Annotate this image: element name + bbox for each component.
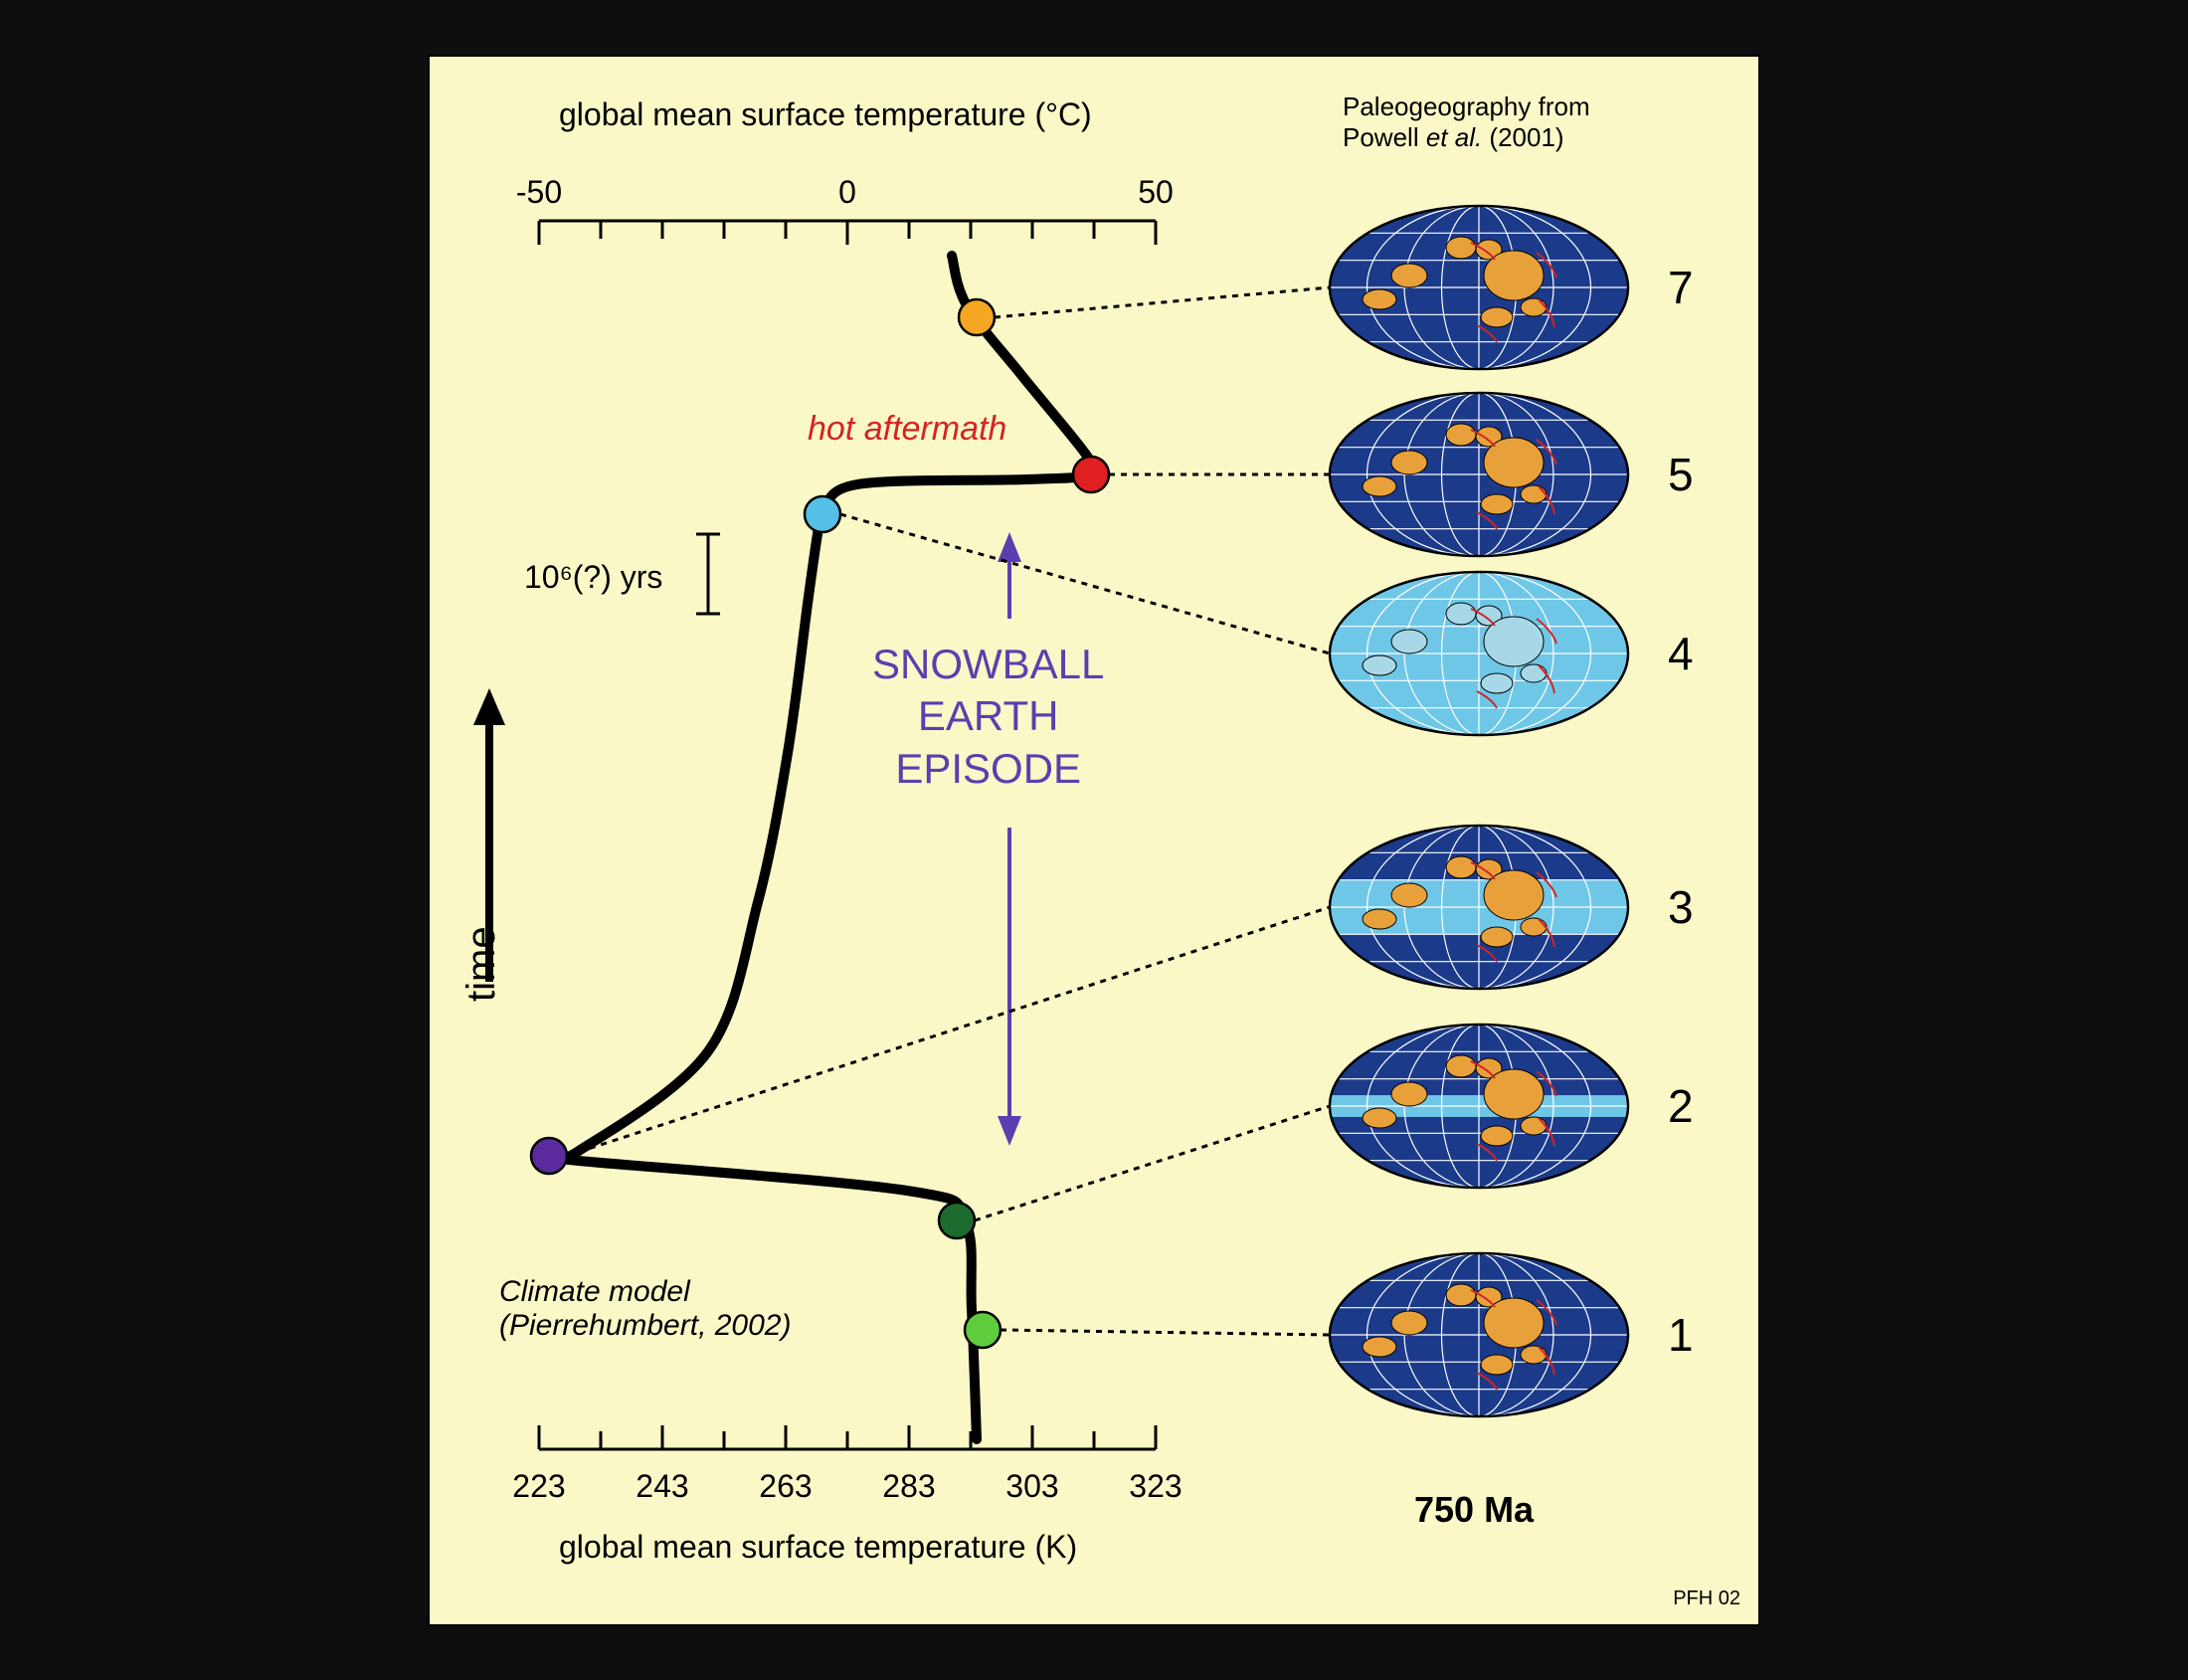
corner-credit: PFH 02 <box>1673 1587 1740 1610</box>
svg-text:263: 263 <box>759 1468 812 1504</box>
y-axis-label: time <box>459 926 504 1002</box>
paleogeo-credit-line2: Powell et al. (2001) <box>1343 122 1564 153</box>
paleogeo-credit-line1: Paleogeography from <box>1343 92 1590 122</box>
svg-text:50: 50 <box>1138 174 1174 210</box>
snowball-label: SNOWBALL EARTH EPISODE <box>872 639 1104 796</box>
age-label: 750 Ma <box>1414 1489 1534 1531</box>
timescale-label: 10⁶(?) yrs <box>524 559 662 596</box>
bottom-axis-label: global mean surface temperature (K) <box>559 1529 1077 1566</box>
svg-text:1: 1 <box>1668 1309 1694 1361</box>
svg-text:5: 5 <box>1668 449 1694 500</box>
svg-text:-50: -50 <box>516 174 562 210</box>
svg-text:323: 323 <box>1129 1468 1182 1504</box>
svg-text:0: 0 <box>838 174 856 210</box>
svg-text:4: 4 <box>1668 628 1694 679</box>
svg-text:3: 3 <box>1668 881 1694 933</box>
svg-text:223: 223 <box>512 1468 565 1504</box>
svg-text:303: 303 <box>1005 1468 1058 1504</box>
diagram-svg: -50 0 50 223 243 263 283 303 323 7 5 4 3 2 1 <box>430 57 1762 1628</box>
svg-text:7: 7 <box>1668 262 1694 313</box>
hot-aftermath-label: hot aftermath <box>808 410 1006 449</box>
top-axis-label: global mean surface temperature (°C) <box>559 96 1092 133</box>
svg-text:2: 2 <box>1668 1080 1694 1132</box>
svg-text:243: 243 <box>636 1468 688 1504</box>
svg-text:283: 283 <box>882 1468 935 1504</box>
climate-model-label: Climate model (Pierrehumbert, 2002) <box>499 1275 791 1343</box>
diagram-panel: -50 0 50 223 243 263 283 303 323 7 5 4 3 2 1 global me… <box>428 55 1760 1626</box>
